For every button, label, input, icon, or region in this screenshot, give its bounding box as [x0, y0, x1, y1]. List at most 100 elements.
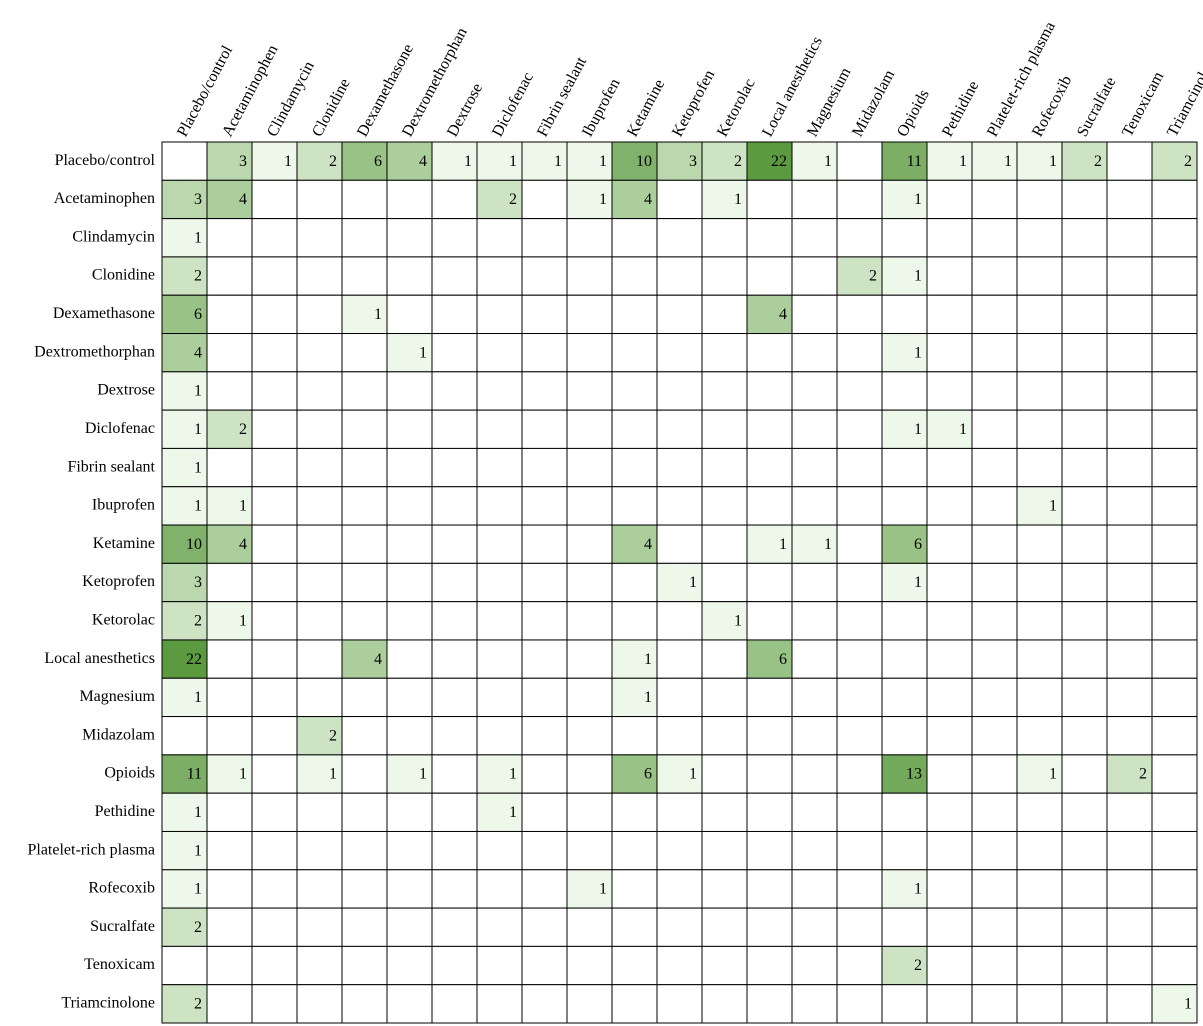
empty-cell: [431, 447, 478, 488]
cell-value: 4: [374, 651, 382, 668]
empty-cell: [161, 945, 208, 986]
cell-value: 1: [644, 651, 652, 668]
cell: [1016, 486, 1063, 526]
column-label: Ibuprofen: [579, 76, 624, 140]
cell: [161, 486, 208, 526]
empty-cell: [926, 639, 973, 679]
empty-cell: [656, 294, 703, 335]
cell-value: 2: [869, 268, 877, 285]
empty-cell: [386, 447, 433, 488]
row-label: Ketamine: [93, 535, 155, 552]
empty-cell: [701, 486, 748, 526]
empty-cell: [701, 256, 748, 296]
empty-cell: [251, 869, 298, 909]
empty-cell: [476, 409, 523, 449]
empty-cell: [476, 256, 523, 296]
empty-cell: [746, 486, 793, 526]
empty-cell: [476, 218, 523, 258]
cell: [161, 601, 208, 641]
empty-cell: [836, 524, 883, 564]
row-label: Sucralfate: [90, 918, 155, 935]
empty-cell: [791, 907, 838, 947]
cell-value: 1: [779, 536, 787, 553]
empty-cell: [1061, 256, 1108, 296]
empty-cell: [926, 677, 973, 718]
empty-cell: [1151, 601, 1198, 641]
empty-cell: [1106, 256, 1153, 296]
empty-cell: [476, 524, 523, 564]
empty-cell: [836, 601, 883, 641]
empty-cell: [926, 945, 973, 986]
cell-value: 2: [194, 996, 202, 1013]
empty-cell: [746, 447, 793, 488]
empty-cell: [971, 562, 1018, 603]
column-label: Midazolam: [849, 67, 898, 140]
empty-cell: [836, 984, 883, 1024]
empty-cell: [386, 639, 433, 679]
empty-cell: [746, 601, 793, 641]
row-label: Placebo/control: [55, 152, 156, 169]
empty-cell: [521, 333, 568, 373]
empty-cell: [476, 562, 523, 603]
cell: [206, 486, 253, 526]
empty-cell: [1061, 524, 1108, 564]
empty-cell: [251, 179, 298, 220]
empty-cell: [881, 792, 928, 832]
empty-cell: [566, 945, 613, 986]
empty-cell: [1061, 218, 1108, 258]
empty-cell: [836, 562, 883, 603]
empty-cell: [206, 256, 253, 296]
cell-value: 1: [914, 881, 922, 898]
empty-cell: [1016, 601, 1063, 641]
empty-cell: [1106, 869, 1153, 909]
empty-cell: [386, 179, 433, 220]
empty-cell: [791, 754, 838, 794]
empty-cell: [251, 716, 298, 756]
empty-cell: [1016, 294, 1063, 335]
cell: [296, 754, 343, 794]
empty-cell: [746, 716, 793, 756]
empty-cell: [971, 945, 1018, 986]
empty-cell: [611, 830, 658, 871]
empty-cell: [431, 601, 478, 641]
empty-cell: [791, 409, 838, 449]
empty-cell: [701, 869, 748, 909]
cell: [701, 141, 748, 181]
empty-cell: [1106, 945, 1153, 986]
cell-value: 1: [374, 306, 382, 323]
empty-cell: [296, 371, 343, 411]
column-label: Ketoprofen: [669, 67, 718, 139]
empty-cell: [251, 677, 298, 718]
empty-cell: [971, 256, 1018, 296]
cell-value: 4: [239, 536, 247, 553]
cell-value: 1: [509, 804, 517, 821]
cell-value: 2: [194, 919, 202, 936]
empty-cell: [431, 677, 478, 718]
empty-cell: [386, 984, 433, 1024]
empty-cell: [566, 294, 613, 335]
cell-value: 1: [914, 574, 922, 591]
cell-value: 3: [194, 574, 202, 591]
empty-cell: [971, 333, 1018, 373]
row-label: Platelet-rich plasma: [27, 841, 155, 858]
empty-cell: [341, 486, 388, 526]
empty-cell: [1016, 256, 1063, 296]
empty-cell: [1151, 333, 1198, 373]
empty-cell: [431, 945, 478, 986]
empty-cell: [656, 524, 703, 564]
empty-cell: [791, 945, 838, 986]
empty-cell: [206, 945, 253, 986]
empty-cell: [521, 869, 568, 909]
cell: [296, 141, 343, 181]
empty-cell: [701, 294, 748, 335]
cell: [161, 294, 208, 335]
empty-cell: [611, 333, 658, 373]
empty-cell: [1151, 869, 1198, 909]
empty-cell: [251, 294, 298, 335]
cell-value: 4: [194, 344, 202, 361]
empty-cell: [251, 371, 298, 411]
cell: [566, 179, 613, 220]
cell-value: 1: [734, 191, 742, 208]
cell-value: 6: [374, 153, 382, 170]
cell-value: 4: [239, 191, 247, 208]
